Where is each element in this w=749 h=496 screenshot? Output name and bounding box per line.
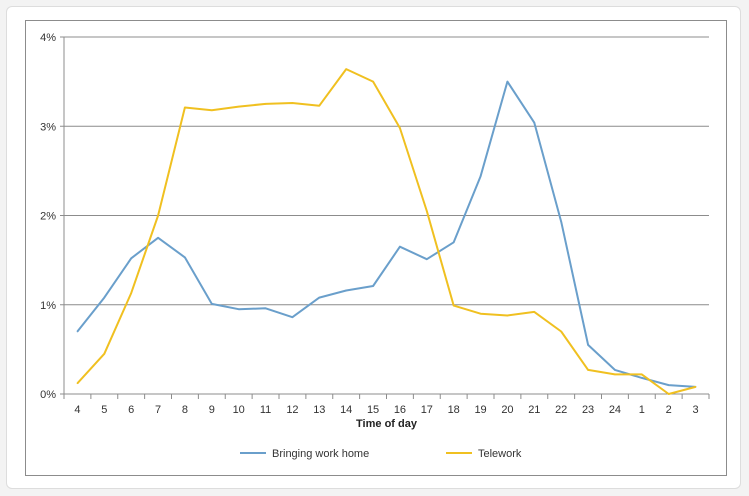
series-1-point-18 bbox=[452, 304, 455, 307]
series-0-point-12 bbox=[291, 316, 294, 319]
series-1-point-22 bbox=[560, 330, 562, 333]
series-0-point-23 bbox=[587, 344, 589, 346]
series-1-point-16 bbox=[399, 127, 401, 129]
chart-frame: 0% 1% 2% 3% 4% 4 5 6 7 8 9 10 11 12 13 14 15 16 17 18 19 20 21… bbox=[6, 6, 741, 489]
series-1-point-10 bbox=[237, 105, 240, 108]
y-tick-label-4: 4% bbox=[40, 32, 56, 44]
x-tick-label-16: 16 bbox=[394, 404, 406, 416]
series-1-point-9 bbox=[211, 109, 213, 111]
series-1-point-17 bbox=[426, 210, 428, 212]
x-tick-label-19: 19 bbox=[474, 404, 486, 416]
x-tick-label-12: 12 bbox=[286, 404, 298, 416]
series-1-point-6 bbox=[130, 292, 132, 294]
series-0-point-20 bbox=[506, 80, 509, 83]
series-1-point-5 bbox=[103, 353, 106, 355]
series-line-0 bbox=[76, 80, 696, 388]
series-1-point-13 bbox=[318, 104, 321, 107]
series-0-point-8 bbox=[184, 256, 186, 259]
series-1-point-1 bbox=[641, 373, 643, 376]
x-tick-label-13: 13 bbox=[313, 404, 325, 416]
y-tick-label-0: 0% bbox=[40, 389, 56, 401]
series-0-point-22 bbox=[560, 220, 562, 223]
y-tick-label-1: 1% bbox=[40, 300, 56, 312]
series-line-1 bbox=[76, 68, 696, 395]
x-tick-label-1: 1 bbox=[639, 404, 645, 416]
x-tick-label-18: 18 bbox=[448, 404, 460, 416]
x-tick-label-11: 11 bbox=[260, 404, 271, 416]
x-axis-label: Time of day bbox=[356, 418, 418, 430]
series-0-point-15 bbox=[372, 285, 374, 287]
series-0-point-6 bbox=[130, 257, 132, 260]
series-0-point-18 bbox=[452, 241, 455, 244]
x-tick-label-10: 10 bbox=[233, 404, 245, 416]
series-0-point-16 bbox=[399, 245, 401, 248]
series-1-point-11 bbox=[264, 103, 267, 105]
y-tick-label-3: 3% bbox=[40, 121, 56, 133]
x-tick-label-2: 2 bbox=[666, 404, 672, 416]
series-1-point-24 bbox=[614, 373, 616, 376]
series-1-point-14 bbox=[345, 68, 347, 70]
x-tick-label-17: 17 bbox=[421, 404, 433, 416]
series-1-point-12 bbox=[291, 102, 294, 104]
x-tick-label-23: 23 bbox=[582, 404, 594, 416]
x-tick-label-20: 20 bbox=[501, 404, 513, 416]
series-0-point-14 bbox=[345, 289, 347, 292]
series-1-point-8 bbox=[184, 106, 186, 109]
x-tick-label-22: 22 bbox=[555, 404, 567, 416]
series-0-point-2 bbox=[667, 384, 670, 386]
chart-area: 0% 1% 2% 3% 4% 4 5 6 7 8 9 10 11 12 13 14 15 16 17 18 19 20 21… bbox=[25, 20, 727, 476]
legend-label-0: Bringing work home bbox=[272, 448, 369, 460]
x-tick-label-8: 8 bbox=[182, 404, 188, 416]
series-1-point-23 bbox=[587, 369, 589, 371]
x-tick-label-9: 9 bbox=[209, 404, 215, 416]
series-0-point-13 bbox=[318, 296, 321, 299]
series-1-point-19 bbox=[479, 312, 482, 315]
series-0-point-10 bbox=[237, 308, 240, 311]
series-1-point-15 bbox=[372, 80, 374, 83]
series-0-point-17 bbox=[426, 258, 428, 261]
series-1-point-7 bbox=[157, 214, 159, 217]
series-0-point-24 bbox=[614, 369, 616, 371]
series-1-point-4 bbox=[76, 382, 79, 385]
x-tick-label-6: 6 bbox=[128, 404, 134, 416]
series-0-point-1 bbox=[641, 377, 643, 379]
x-tick-label-14: 14 bbox=[340, 404, 352, 416]
y-tick-label-2: 2% bbox=[40, 211, 56, 223]
series-1-point-21 bbox=[533, 311, 536, 313]
series-0-point-7 bbox=[157, 237, 159, 239]
series-0-point-4 bbox=[76, 330, 79, 333]
series-1-point-3 bbox=[694, 386, 697, 388]
x-tick-label-21: 21 bbox=[528, 404, 540, 416]
legend-label-1: Telework bbox=[478, 448, 522, 460]
x-tick-label-3: 3 bbox=[693, 404, 699, 416]
series-1-point-2 bbox=[667, 393, 670, 395]
series-0-point-21 bbox=[533, 121, 536, 124]
x-tick-label-15: 15 bbox=[367, 404, 379, 416]
series-0-point-9 bbox=[211, 303, 213, 305]
x-tick-label-24: 24 bbox=[609, 404, 621, 416]
x-tick-label-7: 7 bbox=[155, 404, 161, 416]
series-0-point-11 bbox=[264, 307, 267, 310]
x-tick-label-5: 5 bbox=[101, 404, 107, 416]
series-0-point-19 bbox=[479, 175, 482, 178]
line-chart: 0%1%2%3%4%4 5 6 7 8 9 10 11 12 13 14 15 16 17 18 19 20 21… bbox=[40, 32, 710, 460]
series-1-point-20 bbox=[506, 314, 509, 317]
series-0-point-5 bbox=[103, 296, 106, 299]
x-tick-label-4: 4 bbox=[74, 404, 80, 416]
